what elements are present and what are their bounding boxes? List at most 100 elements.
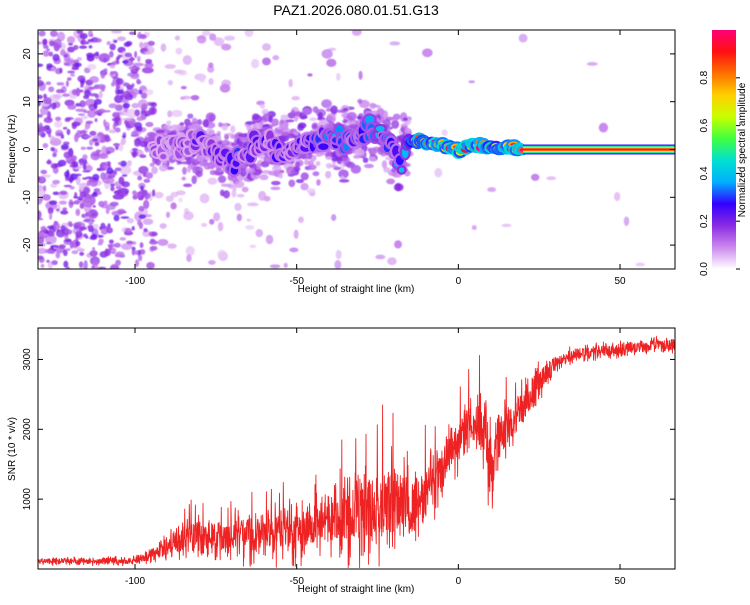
spectrogram-xlabel: Height of straight line (km) xyxy=(298,284,415,295)
spectrogram-speckle xyxy=(546,176,557,181)
spectrogram-speckle xyxy=(52,152,57,158)
spectrogram-speckle xyxy=(283,262,288,268)
spectrogram-xtick-label: -100 xyxy=(125,276,145,287)
spectrogram-speckle xyxy=(88,139,94,146)
spectrogram-speckle xyxy=(250,58,260,69)
spectrogram-speckle xyxy=(316,179,321,186)
spectrogram-speckle xyxy=(64,238,72,243)
spectrogram-speckle xyxy=(38,63,44,68)
spectrogram-clutter xyxy=(367,147,372,152)
spectrogram-speckle xyxy=(71,250,79,255)
spectrogram-speckle xyxy=(130,88,140,96)
spectrogram-speckle xyxy=(113,242,121,248)
spectrogram-speckle xyxy=(59,49,66,56)
spectrogram-clutter xyxy=(217,175,227,184)
spectrogram-speckle xyxy=(72,161,79,168)
spectrogram-clutter xyxy=(307,160,315,166)
spectrogram-speckle xyxy=(113,190,122,195)
spectrogram-speckle xyxy=(82,163,87,171)
spectrogram-speckle xyxy=(143,41,149,49)
spectrogram-speckle xyxy=(85,176,93,180)
spectrogram-speckle xyxy=(119,237,127,241)
spectrogram-speckle xyxy=(82,177,88,180)
spectrogram-clutter xyxy=(237,133,248,138)
spectrogram-speckle xyxy=(394,240,402,249)
spectrogram-speckle xyxy=(124,52,133,58)
spectrogram-speckle xyxy=(244,30,254,37)
snr-frame xyxy=(37,327,676,570)
spectrogram-speckle xyxy=(199,193,210,204)
spectrogram-image xyxy=(38,30,675,269)
snr-ytick-label: 1000 xyxy=(22,488,33,511)
spectrogram-speckle xyxy=(82,197,94,208)
spectrogram-speckle xyxy=(134,259,140,268)
spectrogram-speckle xyxy=(140,92,148,99)
spectrogram-speckle xyxy=(92,246,96,252)
spectrogram-clutter xyxy=(357,98,363,104)
spectrogram-clutter xyxy=(258,155,266,160)
spectrogram-speckle xyxy=(167,79,174,86)
spectrogram-speckle xyxy=(66,58,74,65)
spectrogram-speckle xyxy=(42,50,50,57)
spectrogram-clutter xyxy=(195,170,203,178)
spectrogram-speckle xyxy=(83,260,88,269)
spectrogram-clutter xyxy=(394,183,402,192)
spectrogram-speckle xyxy=(65,248,71,252)
spectrogram-speckle xyxy=(110,81,115,87)
spectrogram-speckle xyxy=(183,211,194,221)
spectrogram-speckle xyxy=(87,109,97,118)
spectrogram-speckle xyxy=(154,191,164,199)
spectrogram-speckle xyxy=(471,225,477,231)
spectrogram-clutter xyxy=(346,111,357,121)
spectrogram-speckle xyxy=(83,233,88,238)
spectrogram-speckle xyxy=(249,244,257,249)
spectrogram-speckle xyxy=(48,212,53,220)
spectrogram-speckle xyxy=(42,194,51,201)
spectrogram-speckle xyxy=(131,130,139,138)
spectrogram-speckle xyxy=(73,196,80,199)
spectrogram-speckle xyxy=(52,179,61,185)
spectrogram-speckle xyxy=(213,37,225,47)
spectrogram-speckle xyxy=(623,216,630,227)
spectrogram-speckle xyxy=(39,197,44,202)
spectrogram-speckle xyxy=(335,249,342,260)
spectrogram-speckle xyxy=(67,221,73,226)
spectrogram-speckle xyxy=(60,210,69,215)
spectrogram-clutter xyxy=(368,156,377,162)
spectrogram-speckle xyxy=(88,220,94,226)
spectrogram-speckle xyxy=(150,238,156,243)
spectrogram-speckle xyxy=(196,35,207,44)
colorbar-label: Normalized spectral amplitude xyxy=(737,82,748,217)
spectrogram-speckle xyxy=(115,185,122,190)
spectrogram-speckle xyxy=(137,219,142,226)
spectrogram-speckle xyxy=(63,260,69,268)
spectrogram-speckle xyxy=(46,63,53,69)
spectrogram-speckle xyxy=(46,259,50,263)
spectrogram-speckle xyxy=(117,36,126,42)
spectrogram-speckle xyxy=(142,218,154,225)
spectrogram-speckle xyxy=(97,108,106,114)
spectrogram-speckle xyxy=(635,262,646,267)
spectrogram-speckle xyxy=(85,212,89,217)
spectrogram-panel: -100 -50 0 50 20 10 0 -10 -20 Height of straight… xyxy=(7,29,676,295)
spectrogram-speckle xyxy=(38,76,42,80)
spectrogram-speckle xyxy=(434,167,443,178)
spectrogram-speckle xyxy=(115,84,121,90)
spectrogram-speckle xyxy=(147,40,155,46)
spectrogram-clutter xyxy=(315,161,321,167)
spectrogram-speckle xyxy=(54,120,63,128)
spectrogram-speckle xyxy=(131,102,140,109)
spectrogram-speckle xyxy=(501,223,512,228)
spectrogram-speckle xyxy=(138,190,146,195)
spectrogram-speckle xyxy=(92,205,96,208)
spectrogram-speckle xyxy=(92,153,100,157)
spectrogram-speckle xyxy=(107,174,116,179)
spectrogram-speckle xyxy=(38,210,42,219)
spectrogram-speckle xyxy=(129,31,136,35)
spectrogram-xtick-label: 0 xyxy=(456,276,462,287)
spectrogram-speckle xyxy=(75,102,81,106)
spectrogram-clutter xyxy=(222,190,230,199)
spectrogram-speckle xyxy=(130,73,140,80)
spectrogram-speckle xyxy=(82,110,90,114)
spectrogram-speckle xyxy=(100,71,106,79)
